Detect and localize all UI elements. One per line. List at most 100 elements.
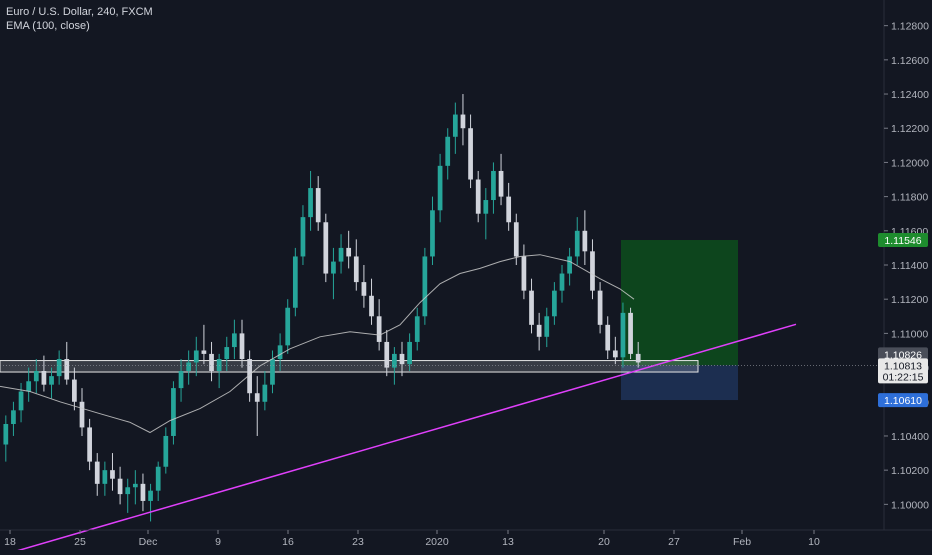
candle-body xyxy=(338,247,344,262)
price-tick-label: 1.12600 xyxy=(891,55,929,67)
candle-body xyxy=(559,273,565,291)
stop-price-tag-bg xyxy=(878,393,928,408)
candle-body xyxy=(49,376,54,385)
candle-body xyxy=(376,316,382,342)
current-price-tag-bg xyxy=(878,358,928,373)
target-zone[interactable] xyxy=(621,240,738,366)
candle-body xyxy=(72,379,77,402)
candle-body xyxy=(331,261,336,274)
candle-body xyxy=(552,290,557,317)
candle-body xyxy=(254,393,260,402)
candle-body xyxy=(148,490,153,501)
candle-body xyxy=(209,353,214,371)
candle-body xyxy=(353,256,359,283)
time-tick-label: Feb xyxy=(733,536,751,548)
indicator-label[interactable]: EMA (100, close) xyxy=(6,20,90,32)
candle-body xyxy=(232,333,237,348)
candle-body xyxy=(483,200,489,214)
candle-body xyxy=(239,333,245,360)
price-tick-label: 1.10400 xyxy=(891,431,929,443)
time-tick-label: 18 xyxy=(4,536,16,548)
candle-body xyxy=(384,341,390,368)
last-price-tag-bg xyxy=(878,347,928,362)
time-tick-label: 9 xyxy=(215,536,221,548)
candle-body xyxy=(635,353,641,363)
candle-body xyxy=(11,410,16,424)
candle-body xyxy=(117,478,123,495)
candle-body xyxy=(536,324,542,337)
candle-body xyxy=(491,170,496,201)
candle-body xyxy=(140,483,146,501)
price-axis[interactable]: 1.12800 1.12600 1.12400 1.12200 1.12000 1.118… xyxy=(884,21,929,512)
candle-body xyxy=(277,345,283,360)
candle-body xyxy=(422,256,428,317)
trendline[interactable] xyxy=(0,323,797,555)
candle-body xyxy=(132,483,138,488)
candle-body xyxy=(270,359,275,385)
candle-body xyxy=(155,466,161,491)
candle-body xyxy=(247,359,252,394)
candle-body xyxy=(79,401,85,428)
candle-body xyxy=(506,196,512,223)
price-tick-label: 1.11800 xyxy=(891,192,928,204)
time-tick-label: 27 xyxy=(668,536,680,548)
time-tick-label: 13 xyxy=(502,536,514,548)
candle-body xyxy=(102,470,108,484)
stop-zone[interactable] xyxy=(621,365,738,401)
candle-body xyxy=(361,282,367,296)
countdown-tag-bg xyxy=(878,369,928,384)
candle-body xyxy=(193,350,199,363)
support-box[interactable] xyxy=(0,360,699,373)
candle-body xyxy=(26,381,32,392)
candle-body xyxy=(3,424,9,445)
candle-body xyxy=(445,136,451,166)
candle-body xyxy=(369,295,374,317)
candle-body xyxy=(285,307,291,346)
candle-body xyxy=(201,350,207,354)
candle-body xyxy=(513,222,519,257)
candle-body xyxy=(574,230,580,257)
candle-body xyxy=(41,371,47,385)
time-tick-label: 16 xyxy=(282,536,294,548)
candle-body xyxy=(605,324,611,351)
time-tick-label: 25 xyxy=(74,536,86,548)
candle-body xyxy=(56,359,62,377)
candle-body xyxy=(163,435,169,467)
target-price-tag-bg xyxy=(878,233,928,248)
candle-body xyxy=(315,188,321,223)
candle-body xyxy=(262,384,268,402)
time-tick-label: 10 xyxy=(808,536,820,548)
candle-body xyxy=(628,312,633,354)
candle-body xyxy=(612,350,618,358)
chart-legend[interactable]: Euro / U.S. Dollar, 240, FXCM EMA (100, … xyxy=(6,5,153,33)
candle-body xyxy=(529,290,534,325)
symbol-title[interactable]: Euro / U.S. Dollar, 240, FXCM xyxy=(6,6,153,18)
candle-body xyxy=(468,128,473,180)
candles-layer xyxy=(3,94,641,522)
candle-body xyxy=(399,353,405,365)
candle-body xyxy=(460,114,466,129)
candle-body xyxy=(33,371,39,382)
price-tick-label: 1.11000 xyxy=(891,328,928,340)
candle-body xyxy=(620,312,626,358)
candle-body xyxy=(590,251,595,291)
candle-body xyxy=(452,114,458,137)
candle-body xyxy=(407,341,412,365)
price-tick-label: 1.12200 xyxy=(891,123,929,135)
time-tick-label: 20 xyxy=(598,536,610,548)
candle-body xyxy=(87,427,92,462)
candle-body xyxy=(224,347,230,360)
candle-body xyxy=(178,371,184,389)
price-tick-label: 1.12000 xyxy=(891,157,929,169)
time-axis[interactable]: 18 25 Dec 9 16 23 2020 13 20 27 Feb 10 xyxy=(4,530,820,548)
price-tick-label: 1.12800 xyxy=(891,21,929,33)
candle-body xyxy=(186,362,192,371)
candle-body xyxy=(475,179,481,214)
candle-body xyxy=(216,359,222,371)
candle-body xyxy=(292,256,298,308)
ema-line[interactable] xyxy=(0,254,635,434)
target-price-tag: 1.11546 xyxy=(884,235,921,247)
